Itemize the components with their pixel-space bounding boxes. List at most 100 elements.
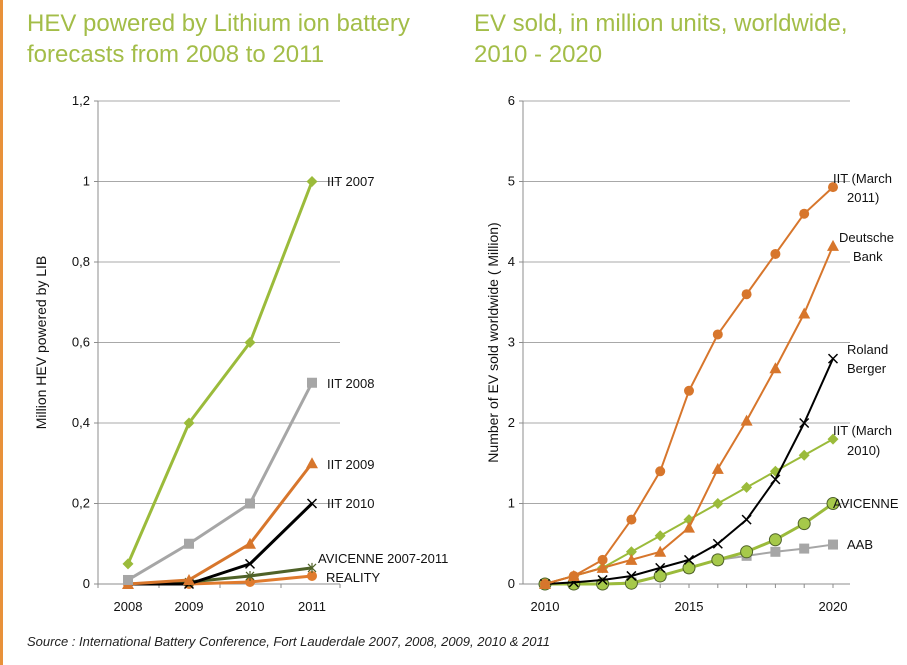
- series-label-deutsche-bank: Deutsche Bank: [839, 230, 894, 264]
- data-point-iit-2007: [306, 176, 318, 187]
- data-point-roland-berger: [683, 554, 695, 565]
- data-point-avicenne: [682, 561, 696, 575]
- data-point-avicenne: [711, 553, 725, 567]
- data-point-iit-2010: [244, 558, 256, 569]
- data-point-iit-2010: [306, 498, 318, 509]
- data-point-iit-march-2011: [626, 514, 637, 525]
- data-point-avicenne-2007-2011: [307, 562, 317, 573]
- x-tick-label: 2010: [236, 599, 265, 614]
- data-point-iit-march-2011: [712, 329, 723, 340]
- data-point-deutsche-bank: [683, 521, 695, 533]
- data-point-iit-march-2011: [684, 385, 694, 396]
- y-tick-label: 0: [83, 576, 90, 591]
- data-point-iit-march-2011: [799, 208, 810, 219]
- x-tick-label: 2011: [298, 599, 326, 614]
- x-tick-label: 2009: [175, 599, 204, 614]
- data-point-deutsche-bank: [625, 553, 638, 565]
- data-point-iit-2007: [244, 337, 256, 348]
- series-label-aab: AAB: [847, 537, 873, 552]
- data-point-avicenne: [797, 517, 811, 531]
- accent-bar: [0, 0, 3, 665]
- data-point-deutsche-bank: [827, 239, 839, 251]
- series-line-iit-2008: [127, 382, 314, 582]
- x-tick-label: 2008: [114, 599, 143, 614]
- data-point-reality: [245, 576, 255, 587]
- data-point-iit-2008: [307, 377, 317, 388]
- x-tick-label: 2020: [819, 599, 848, 614]
- series-label-iit-march-2010: IIT (March 2010): [833, 423, 892, 458]
- data-point-iit-march-2011: [770, 248, 781, 259]
- series-label-avicenne: AVICENNE: [833, 496, 899, 511]
- series-label-roland-berger: Roland Berger: [847, 342, 888, 376]
- data-point-iit-march-2010: [827, 433, 839, 445]
- y-tick-label: 2: [508, 415, 515, 430]
- data-point-iit-2008: [184, 538, 194, 549]
- x-tick-label: 2015: [675, 599, 704, 614]
- data-point-aab: [770, 546, 781, 557]
- data-point-avicenne: [653, 569, 667, 583]
- data-point-iit-march-2011: [597, 554, 608, 565]
- data-point-iit-march-2011: [828, 182, 838, 193]
- data-point-iit-march-2010: [712, 498, 724, 509]
- series-label-reality: REALITY: [326, 570, 381, 585]
- series-line-iit-2007: [126, 180, 314, 565]
- series-label-iit-2008: IIT 2008: [327, 376, 374, 391]
- data-point-avicenne-2007-2011: [245, 570, 255, 581]
- data-point-iit-march-2010: [654, 530, 666, 542]
- data-point-aab: [799, 543, 810, 554]
- data-point-roland-berger: [827, 353, 839, 364]
- y-tick-label: 3: [508, 335, 515, 350]
- data-point-iit-march-2010: [798, 449, 810, 461]
- y-tick-label: 4: [508, 254, 515, 269]
- data-point-iit-2009: [183, 573, 195, 585]
- series-label-iit-march-2011: IIT (March 2011): [833, 171, 892, 205]
- data-point-reality: [307, 570, 317, 581]
- data-point-deutsche-bank: [798, 307, 811, 319]
- data-point-roland-berger: [597, 574, 608, 586]
- y-tick-label: 0,2: [72, 496, 90, 511]
- data-point-deutsche-bank: [654, 545, 667, 557]
- chart-title-ev: EV sold, in million units, worldwide, 20…: [474, 10, 848, 68]
- data-point-avicenne: [768, 533, 782, 547]
- y-tick-label: 1,2: [72, 93, 90, 108]
- data-point-iit-march-2011: [568, 570, 579, 581]
- data-point-roland-berger: [712, 538, 723, 549]
- data-point-iit-2008: [123, 574, 133, 585]
- data-point-iit-march-2010: [741, 481, 753, 493]
- y-tick-label: 0,8: [72, 254, 90, 269]
- data-point-iit-march-2011: [540, 579, 550, 589]
- y-tick-label: 1: [508, 496, 515, 511]
- data-point-aab: [828, 539, 838, 550]
- x-tick-label: 2010: [531, 599, 560, 614]
- data-point-iit-2009: [244, 537, 256, 549]
- source-note: Source : International Battery Conferenc…: [27, 634, 551, 649]
- data-point-roland-berger: [799, 417, 810, 429]
- data-point-avicenne: [740, 545, 754, 559]
- series-label-iit-2009: IIT 2009: [327, 457, 374, 472]
- y-tick-label: 1: [83, 174, 90, 189]
- series-label-iit-2007: IIT 2007: [327, 174, 374, 189]
- data-point-iit-march-2010: [625, 546, 637, 558]
- data-point-avicenne: [826, 497, 840, 510]
- y-axis-title: Million HEV powered by LIB: [33, 256, 49, 430]
- data-point-roland-berger: [626, 570, 637, 581]
- series-line-iit-2009: [127, 462, 314, 586]
- chart-title-hev: HEV powered by Lithium ion battery forec…: [27, 10, 410, 68]
- data-point-roland-berger: [741, 514, 752, 525]
- y-tick-label: 0,4: [72, 415, 90, 430]
- data-point-iit-march-2011: [741, 289, 752, 300]
- y-axis-title: Number of EV sold worldwide ( Million): [485, 222, 501, 462]
- y-tick-label: 6: [508, 93, 515, 108]
- data-point-deutsche-bank: [711, 462, 724, 474]
- y-tick-label: 5: [508, 174, 515, 189]
- data-point-deutsche-bank: [596, 561, 609, 573]
- data-point-avicenne: [624, 576, 638, 590]
- data-point-iit-march-2011: [655, 466, 666, 477]
- data-point-iit-2007: [122, 558, 134, 570]
- data-point-deutsche-bank: [740, 414, 753, 426]
- data-point-deutsche-bank: [769, 362, 782, 374]
- data-point-roland-berger: [770, 474, 781, 485]
- series-line-iit-2010: [128, 502, 314, 586]
